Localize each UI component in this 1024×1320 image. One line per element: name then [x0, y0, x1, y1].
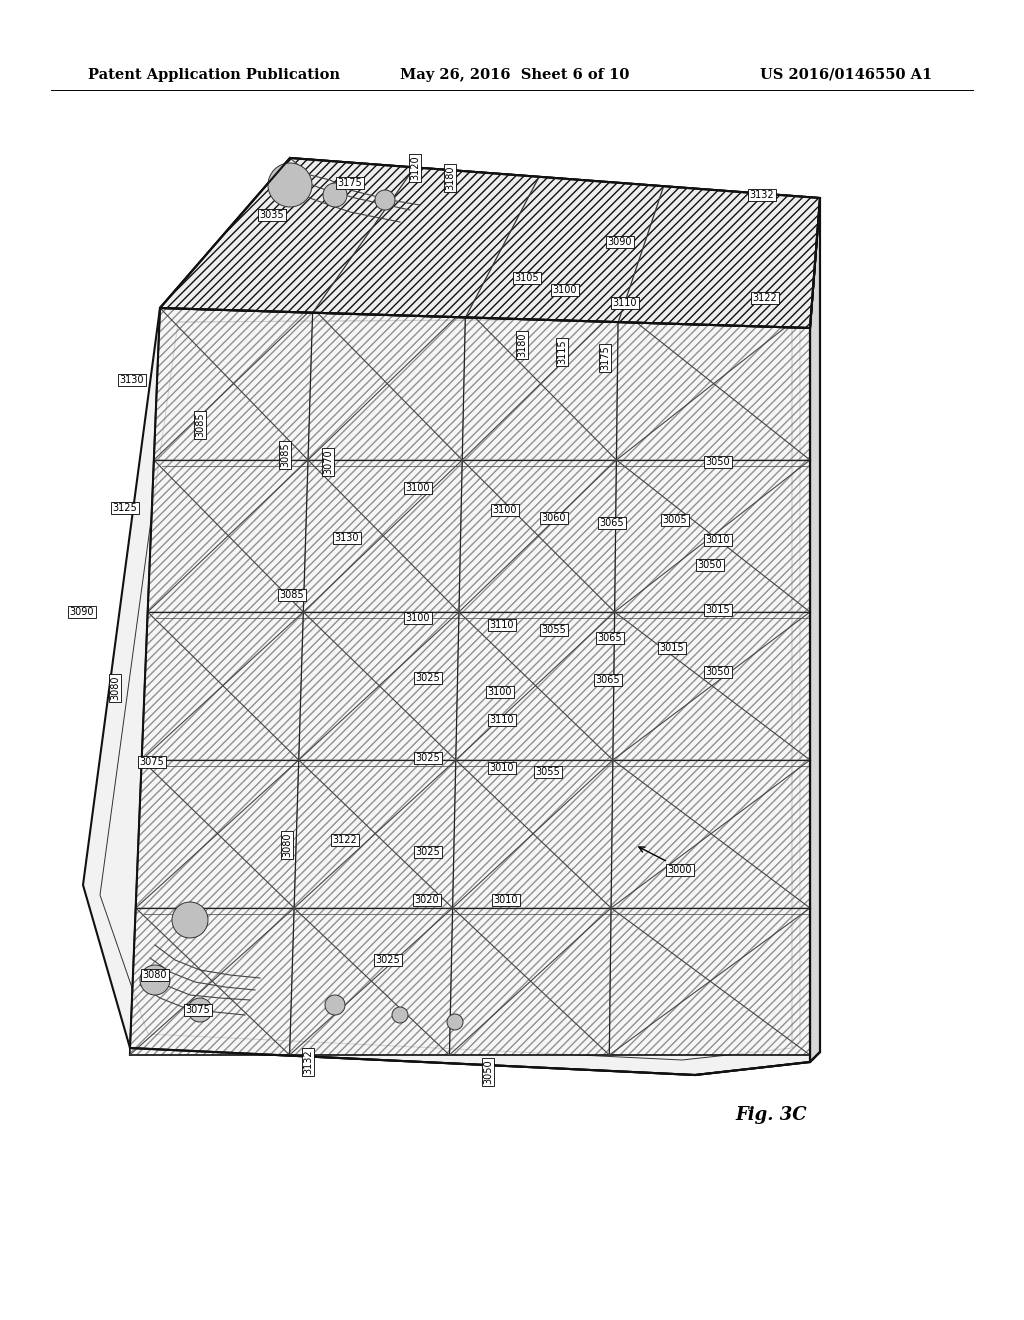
Text: 3080: 3080 [142, 970, 167, 979]
Polygon shape [303, 459, 462, 612]
Text: 3115: 3115 [557, 339, 567, 364]
Text: 3110: 3110 [489, 620, 514, 630]
Circle shape [447, 1014, 463, 1030]
Text: 3120: 3120 [410, 156, 420, 181]
Text: 3080: 3080 [110, 676, 120, 700]
Circle shape [323, 183, 347, 207]
Text: 3132: 3132 [303, 1049, 313, 1074]
Text: 3070: 3070 [323, 450, 333, 474]
Text: 3100: 3100 [406, 483, 430, 492]
Polygon shape [147, 459, 308, 612]
Circle shape [392, 1007, 408, 1023]
Text: 3075: 3075 [139, 756, 165, 767]
Text: 3020: 3020 [415, 895, 439, 906]
Circle shape [172, 902, 208, 939]
Text: 3125: 3125 [113, 503, 137, 513]
Polygon shape [141, 612, 303, 760]
Text: 3010: 3010 [489, 763, 514, 774]
Polygon shape [810, 198, 820, 1063]
Text: US 2016/0146550 A1: US 2016/0146550 A1 [760, 69, 932, 82]
Text: 3110: 3110 [612, 298, 637, 308]
Text: 3025: 3025 [416, 673, 440, 682]
Polygon shape [453, 760, 612, 908]
Text: 3025: 3025 [416, 847, 440, 857]
Text: 3035: 3035 [260, 210, 285, 220]
Text: 3085: 3085 [280, 590, 304, 601]
Text: May 26, 2016  Sheet 6 of 10: May 26, 2016 Sheet 6 of 10 [400, 69, 630, 82]
Text: 3085: 3085 [195, 413, 205, 437]
Polygon shape [299, 612, 459, 760]
Text: Fig. 3C: Fig. 3C [735, 1106, 807, 1125]
Text: 3005: 3005 [663, 515, 687, 525]
Text: 3130: 3130 [120, 375, 144, 385]
Circle shape [140, 965, 170, 995]
Text: 3090: 3090 [70, 607, 94, 616]
Polygon shape [290, 908, 453, 1055]
Text: 3180: 3180 [445, 166, 455, 190]
Text: 3060: 3060 [542, 513, 566, 523]
Polygon shape [612, 612, 810, 760]
Text: Patent Application Publication: Patent Application Publication [88, 69, 340, 82]
Text: 3122: 3122 [333, 836, 357, 845]
Text: 3085: 3085 [280, 442, 290, 467]
Text: 3122: 3122 [753, 293, 777, 304]
Polygon shape [611, 760, 810, 908]
Polygon shape [462, 308, 618, 459]
Text: 3132: 3132 [750, 190, 774, 201]
Text: 3100: 3100 [487, 686, 512, 697]
Text: 3180: 3180 [517, 333, 527, 358]
Polygon shape [450, 908, 611, 1055]
Text: 3105: 3105 [515, 273, 540, 282]
Text: 3100: 3100 [406, 612, 430, 623]
Text: 3075: 3075 [185, 1005, 210, 1015]
Polygon shape [130, 908, 294, 1055]
Circle shape [325, 995, 345, 1015]
Text: 3050: 3050 [697, 560, 722, 570]
Text: 3110: 3110 [489, 715, 514, 725]
Text: 3055: 3055 [536, 767, 560, 777]
Text: 3050: 3050 [483, 1060, 493, 1084]
Polygon shape [616, 308, 810, 459]
Circle shape [375, 190, 395, 210]
Text: 3065: 3065 [596, 675, 621, 685]
Polygon shape [160, 158, 820, 327]
Text: 3055: 3055 [542, 624, 566, 635]
Polygon shape [614, 459, 810, 612]
Text: 3065: 3065 [598, 634, 623, 643]
Text: 3025: 3025 [416, 752, 440, 763]
Text: 3025: 3025 [376, 954, 400, 965]
Text: 3100: 3100 [493, 506, 517, 515]
Text: 3010: 3010 [706, 535, 730, 545]
Text: 3065: 3065 [600, 517, 625, 528]
Text: 3050: 3050 [706, 667, 730, 677]
Polygon shape [294, 760, 456, 908]
Text: 3015: 3015 [706, 605, 730, 615]
Circle shape [268, 162, 312, 207]
Polygon shape [135, 760, 299, 908]
Text: 3050: 3050 [706, 457, 730, 467]
Text: 3100: 3100 [553, 285, 578, 294]
Text: 3015: 3015 [659, 643, 684, 653]
Polygon shape [83, 308, 810, 1074]
Polygon shape [609, 908, 810, 1055]
Polygon shape [160, 158, 820, 327]
Text: 3080: 3080 [282, 833, 292, 857]
Text: 3000: 3000 [668, 865, 692, 875]
Polygon shape [154, 308, 312, 459]
Polygon shape [456, 612, 614, 760]
Circle shape [188, 998, 212, 1022]
Text: 3130: 3130 [335, 533, 359, 543]
Text: 3175: 3175 [338, 178, 362, 187]
Text: 3010: 3010 [494, 895, 518, 906]
Polygon shape [459, 459, 616, 612]
Text: 3175: 3175 [600, 346, 610, 371]
Polygon shape [308, 308, 466, 459]
Text: 3090: 3090 [608, 238, 632, 247]
